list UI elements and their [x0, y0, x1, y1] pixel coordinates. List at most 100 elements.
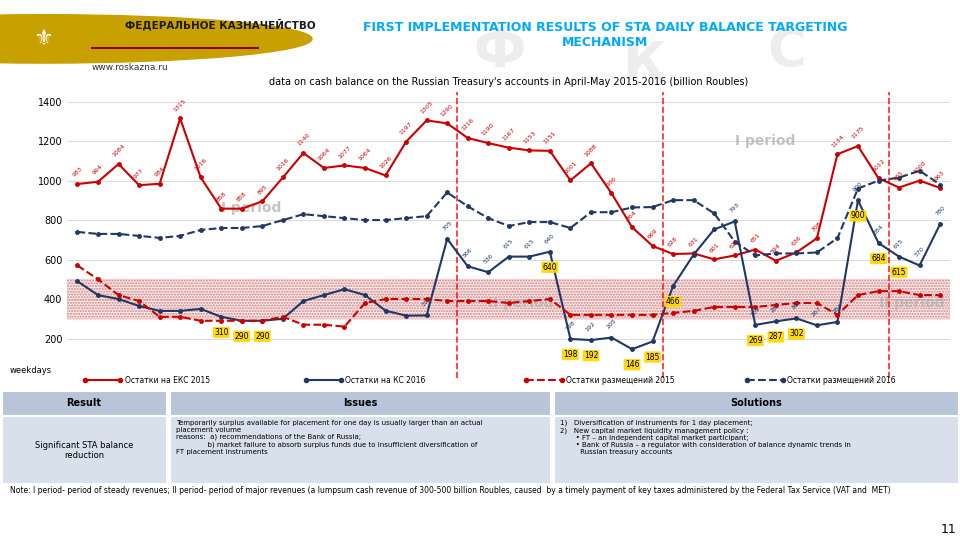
Остатки на КС 2016: [462, 263, 473, 269]
Text: 615: 615: [523, 238, 536, 249]
Остатки на ЕКС 2015: [914, 177, 925, 184]
Text: 963: 963: [934, 170, 947, 182]
Остатки размещений 2015: [236, 318, 248, 324]
Остатки на КС 2016: [400, 312, 412, 319]
Text: 636: 636: [790, 235, 803, 247]
Text: 640: 640: [544, 233, 556, 244]
Остатки на КС 2016: [564, 336, 576, 342]
Остатки на ЕКС 2015: [442, 120, 453, 126]
Text: 1197: 1197: [398, 121, 414, 136]
Остатки на ЕКС 2015: [483, 140, 494, 146]
Text: 900: 900: [851, 212, 865, 220]
Остатки размещений 2015: [380, 296, 392, 302]
Остатки на ЕКС 2015: [420, 117, 432, 124]
Остатки размещений 2016: [420, 213, 432, 219]
Text: 858: 858: [236, 191, 248, 202]
Остатки на КС 2016: [503, 253, 515, 260]
Text: ⚜: ⚜: [34, 29, 53, 49]
Остатки размещений 2016: [750, 252, 761, 259]
Остатки на ЕКС 2015: [318, 165, 329, 171]
Line: Остатки размещений 2015: Остатки размещений 2015: [76, 264, 942, 328]
Text: Result: Result: [66, 398, 102, 408]
Остатки размещений 2016: [770, 250, 781, 256]
Остатки на КС 2016: [72, 278, 84, 285]
Text: weekdays: weekdays: [10, 366, 52, 375]
Text: 1064: 1064: [358, 147, 372, 162]
Text: Остатки размещений 2016: Остатки размещений 2016: [787, 376, 896, 385]
Text: 601: 601: [708, 242, 720, 253]
Остатки на КС 2016: [133, 303, 145, 309]
Остатки размещений 2015: [791, 300, 803, 306]
Line: Остатки размещений 2016: Остатки размещений 2016: [76, 169, 942, 257]
Text: 1190: 1190: [481, 123, 495, 137]
Остатки размещений 2015: [811, 300, 823, 306]
Остатки размещений 2016: [564, 225, 576, 231]
Text: Остатки размещений 2015: Остатки размещений 2015: [566, 376, 675, 385]
Text: 895: 895: [256, 184, 268, 195]
Остатки на КС 2016: [729, 218, 740, 225]
Остатки размещений 2016: [400, 215, 412, 221]
Остатки размещений 2015: [298, 321, 309, 328]
Остатки на ЕКС 2015: [400, 138, 412, 145]
Остатки размещений 2015: [647, 312, 659, 318]
Bar: [67, 279, 950, 319]
Остатки на ЕКС 2015: [934, 185, 946, 191]
Остатки на ЕКС 2015: [831, 151, 843, 158]
Остатки размещений 2016: [894, 174, 905, 181]
Остатки размещений 2016: [934, 181, 946, 188]
Остатки на ЕКС 2015: [503, 144, 515, 151]
Остатки на КС 2016: [914, 262, 925, 269]
Остатки размещений 2015: [852, 292, 864, 298]
Остатки размещений 2016: [483, 215, 494, 221]
Text: 708: 708: [811, 220, 823, 232]
Text: 1026: 1026: [378, 155, 393, 170]
Остатки размещений 2016: [503, 223, 515, 230]
Остатки на ЕКС 2015: [791, 249, 803, 256]
Text: 566: 566: [462, 247, 473, 259]
Остатки на КС 2016: [606, 334, 617, 341]
Остатки на КС 2016: [791, 315, 803, 322]
Остатки размещений 2016: [195, 227, 206, 233]
Остатки размещений 2016: [914, 167, 925, 174]
Остатки на КС 2016: [92, 292, 104, 298]
Text: II period: II period: [489, 296, 554, 310]
Остатки на КС 2016: [523, 253, 535, 260]
Text: 1151: 1151: [542, 130, 557, 145]
Остатки размещений 2015: [503, 300, 515, 306]
Остатки на ЕКС 2015: [175, 115, 186, 122]
Остатки на ЕКС 2015: [544, 147, 556, 154]
Остатки на ЕКС 2015: [298, 150, 309, 156]
Text: 615: 615: [893, 238, 905, 249]
Остатки на ЕКС 2015: [894, 184, 905, 191]
Text: 290: 290: [234, 332, 249, 341]
Text: Issues: Issues: [343, 398, 377, 408]
Остатки на ЕКС 2015: [92, 179, 104, 185]
Остатки на ЕКС 2015: [688, 250, 700, 256]
Остатки на ЕКС 2015: [606, 190, 617, 197]
Остатки на КС 2016: [544, 248, 556, 255]
Остатки на ЕКС 2015: [462, 135, 473, 141]
Остатки размещений 2016: [791, 250, 803, 256]
Text: 570: 570: [914, 246, 925, 258]
Остатки размещений 2015: [420, 296, 432, 302]
Остатки размещений 2016: [647, 204, 659, 210]
Text: 1077: 1077: [337, 145, 351, 159]
Остатки на ЕКС 2015: [770, 258, 781, 264]
Text: 615: 615: [892, 268, 906, 276]
Text: 1)   Diversification of instruments for 1 day placement;
2)   New capital market: 1) Diversification of instruments for 1 …: [560, 420, 851, 455]
Text: 1305: 1305: [420, 100, 434, 114]
Text: Ф: Ф: [473, 26, 525, 78]
Остатки размещений 2015: [606, 312, 617, 318]
Bar: [554, 391, 958, 415]
Остатки размещений 2016: [112, 231, 124, 237]
Text: 1315: 1315: [173, 98, 187, 112]
Text: www.roskazna.ru: www.roskazna.ru: [91, 63, 168, 72]
Остатки на КС 2016: [750, 322, 761, 328]
Остатки размещений 2016: [462, 203, 473, 210]
Остатки на ЕКС 2015: [729, 252, 740, 259]
Text: 317: 317: [420, 296, 433, 308]
Остатки на КС 2016: [688, 252, 700, 258]
Text: 1012: 1012: [872, 158, 886, 172]
Остатки на ЕКС 2015: [277, 174, 289, 181]
Text: Solutions: Solutions: [731, 398, 781, 408]
